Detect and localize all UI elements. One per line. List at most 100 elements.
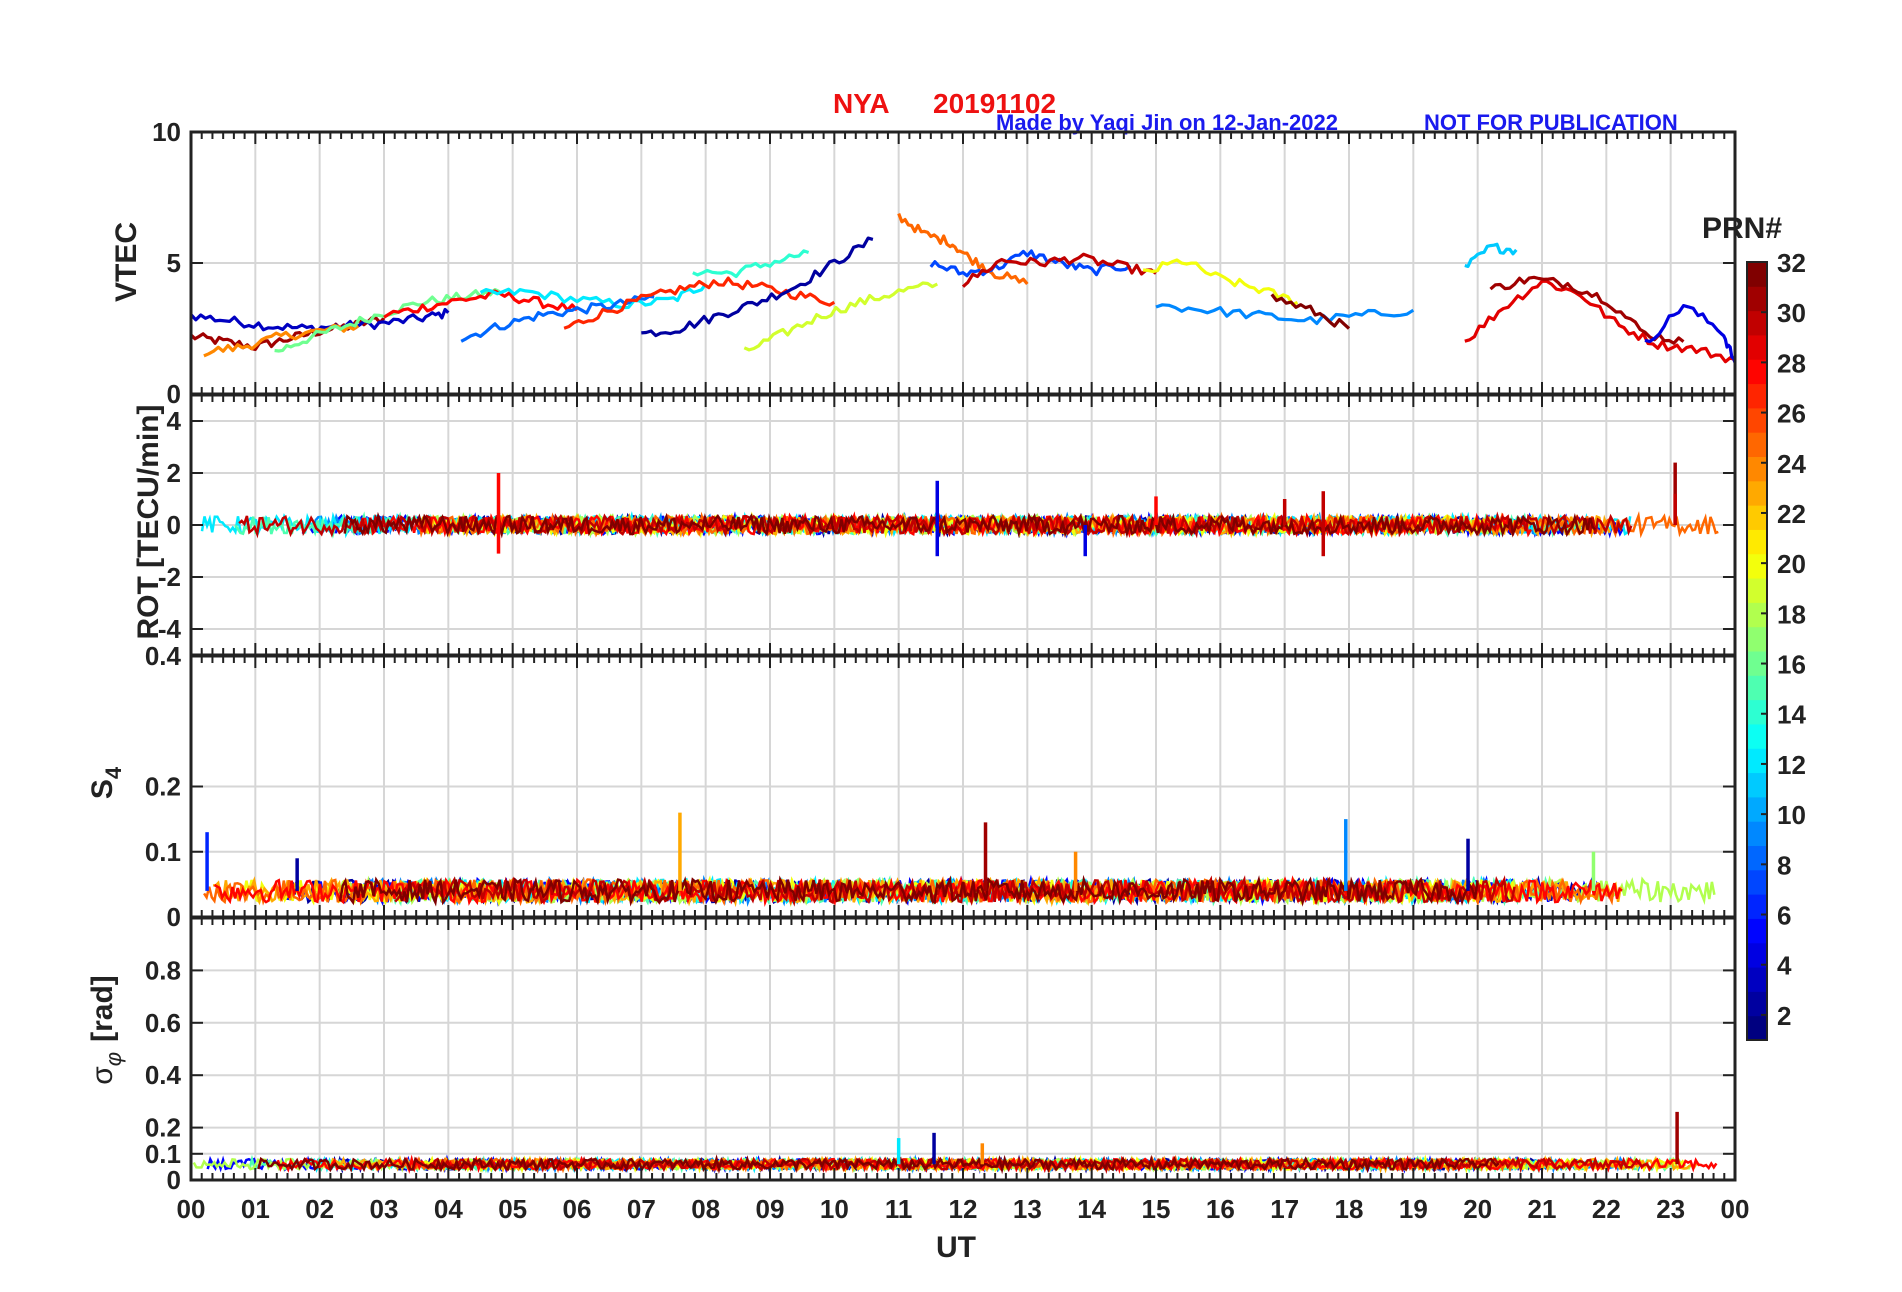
y-tick-label-sigphi: 0.1 (145, 1139, 181, 1169)
y-tick-label-sigphi: 0 (167, 1165, 181, 1195)
sigphi-ylabel-sub: φ (101, 1052, 126, 1066)
y-tick-label-rot: -2 (158, 562, 181, 592)
y-tick-label-rot: 0 (167, 510, 181, 540)
vtec-series-prn-2 (641, 236, 874, 338)
colorbar-swatch (1747, 869, 1767, 895)
vtec-series-prn-12 (479, 283, 707, 310)
vtec-series-prn-27 (563, 276, 836, 330)
vtec-series-prn-9 (1155, 303, 1415, 326)
x-tick-label: 21 (1528, 1194, 1557, 1224)
y-tick-label-sigphi: 0.6 (145, 1008, 181, 1038)
colorbar-swatch (1747, 480, 1767, 506)
colorbar-swatch (1747, 407, 1767, 433)
y-tick-label-sigphi: 0.8 (145, 955, 181, 985)
vtec-series-prn-29 (1464, 279, 1736, 364)
colorbar-swatch (1747, 1015, 1767, 1041)
x-tick-label: 13 (1013, 1194, 1042, 1224)
vtec-series-prn-25 (897, 213, 1029, 286)
x-tick-label: 10 (820, 1194, 849, 1224)
vtec-series-prn-4 (1644, 304, 1737, 364)
x-tick-label: 04 (434, 1194, 463, 1224)
s4-trace-prn-32 (338, 874, 1479, 907)
colorbar-tick-label: 30 (1777, 298, 1806, 328)
colorbar-swatch (1747, 262, 1767, 287)
colorbar-tick-label: 18 (1777, 599, 1806, 629)
vtec-series-prn-31 (1489, 275, 1685, 345)
title-station: NYA (833, 88, 890, 119)
data-layer (189, 213, 1737, 1175)
vtec-series-prn-28 (383, 289, 579, 319)
x-tick-label: 05 (498, 1194, 527, 1224)
x-tick-label: 17 (1270, 1194, 1299, 1224)
sigphi-ylabel: σφ [rad] (86, 975, 126, 1085)
x-tick-label: 23 (1656, 1194, 1685, 1224)
colorbar-swatch (1747, 456, 1767, 482)
x-tick-label: 15 (1142, 1194, 1171, 1224)
sigphi-ylabel-unit: [rad] (86, 975, 119, 1042)
s4-ylabel-sub: 4 (101, 766, 126, 779)
colorbar-tick-label: 28 (1777, 348, 1806, 378)
colorbar-tick-label: 20 (1777, 549, 1806, 579)
colorbar-tick-label: 32 (1777, 248, 1806, 278)
title-date: 20191102 (933, 88, 1056, 119)
x-tick-label: 11 (885, 1194, 913, 1224)
colorbar-swatch (1747, 602, 1767, 628)
sigphi-ylabel-base: σ (86, 1066, 119, 1085)
rot-ylabel: ROT [TECU/min] (132, 405, 165, 640)
x-tick-label: 18 (1335, 1194, 1364, 1224)
x-tick-label: 01 (241, 1194, 270, 1224)
colorbar-label: PRN# (1702, 212, 1782, 245)
colorbar-tick-label: 14 (1777, 700, 1806, 730)
y-tick-label-s4: 0 (167, 902, 181, 932)
y-tick-label-s4: 0.1 (145, 837, 181, 867)
y-tick-label-s4: 0.4 (145, 641, 182, 671)
y-tick-label-vtec: 0 (167, 379, 181, 409)
colorbar-tick-label: 6 (1777, 901, 1791, 931)
colorbar-swatch (1747, 286, 1767, 312)
colorbar-swatch (1747, 578, 1767, 603)
colorbar-swatch (1747, 505, 1767, 530)
colorbar-swatch (1747, 796, 1767, 822)
y-tick-label-vtec: 10 (152, 117, 181, 147)
x-tick-label: 08 (691, 1194, 720, 1224)
vtec-series-prn-7 (929, 249, 1132, 278)
y-tick-label-rot: -4 (158, 614, 182, 644)
x-tick-label: 14 (1077, 1194, 1106, 1224)
colorbar-tick-label: 8 (1777, 850, 1791, 880)
colorbar-swatch (1747, 383, 1767, 409)
colorbar-frame (1746, 261, 1768, 1041)
y-tick-label-vtec: 5 (167, 248, 181, 278)
x-tick-label: 02 (305, 1194, 334, 1224)
colorbar-swatch (1747, 432, 1767, 457)
x-tick-label: 16 (1206, 1194, 1235, 1224)
colorbar-tick-label: 4 (1777, 951, 1792, 981)
x-tick-label: 06 (563, 1194, 592, 1224)
y-tick-label-rot: 4 (167, 406, 182, 436)
colorbar-swatch (1747, 772, 1767, 798)
vtec-series-prn-32 (1270, 293, 1351, 330)
colorbar-swatch (1747, 821, 1767, 846)
vtec-series-prn-19 (743, 281, 939, 352)
colorbar-tick-label: 12 (1777, 750, 1806, 780)
colorbar-swatch (1747, 942, 1767, 968)
vtec-ylabel: VTEC (110, 222, 143, 302)
colorbar-tick-label: 2 (1777, 1001, 1791, 1031)
colorbar-swatch (1747, 723, 1767, 749)
x-tick-label: 19 (1399, 1194, 1428, 1224)
vtec-series-prn-11 (1464, 242, 1518, 268)
colorbar-swatch (1747, 310, 1767, 336)
colorbar-tick-label: 10 (1777, 800, 1806, 830)
colorbar-swatch (1747, 967, 1767, 992)
sigphi-trace-prn-32 (257, 1154, 1500, 1175)
colorbar-swatch (1747, 845, 1767, 871)
colorbar-swatch (1747, 991, 1767, 1017)
y-tick-label-s4: 0.2 (145, 772, 181, 802)
s4-ylabel: S4 (86, 766, 126, 799)
svg-text:σφ[rad]: σφ [rad] (86, 975, 126, 1085)
y-tick-label-rot: 2 (167, 458, 181, 488)
vtec-series-prn-8 (460, 294, 655, 343)
colorbar-swatch (1747, 553, 1767, 579)
